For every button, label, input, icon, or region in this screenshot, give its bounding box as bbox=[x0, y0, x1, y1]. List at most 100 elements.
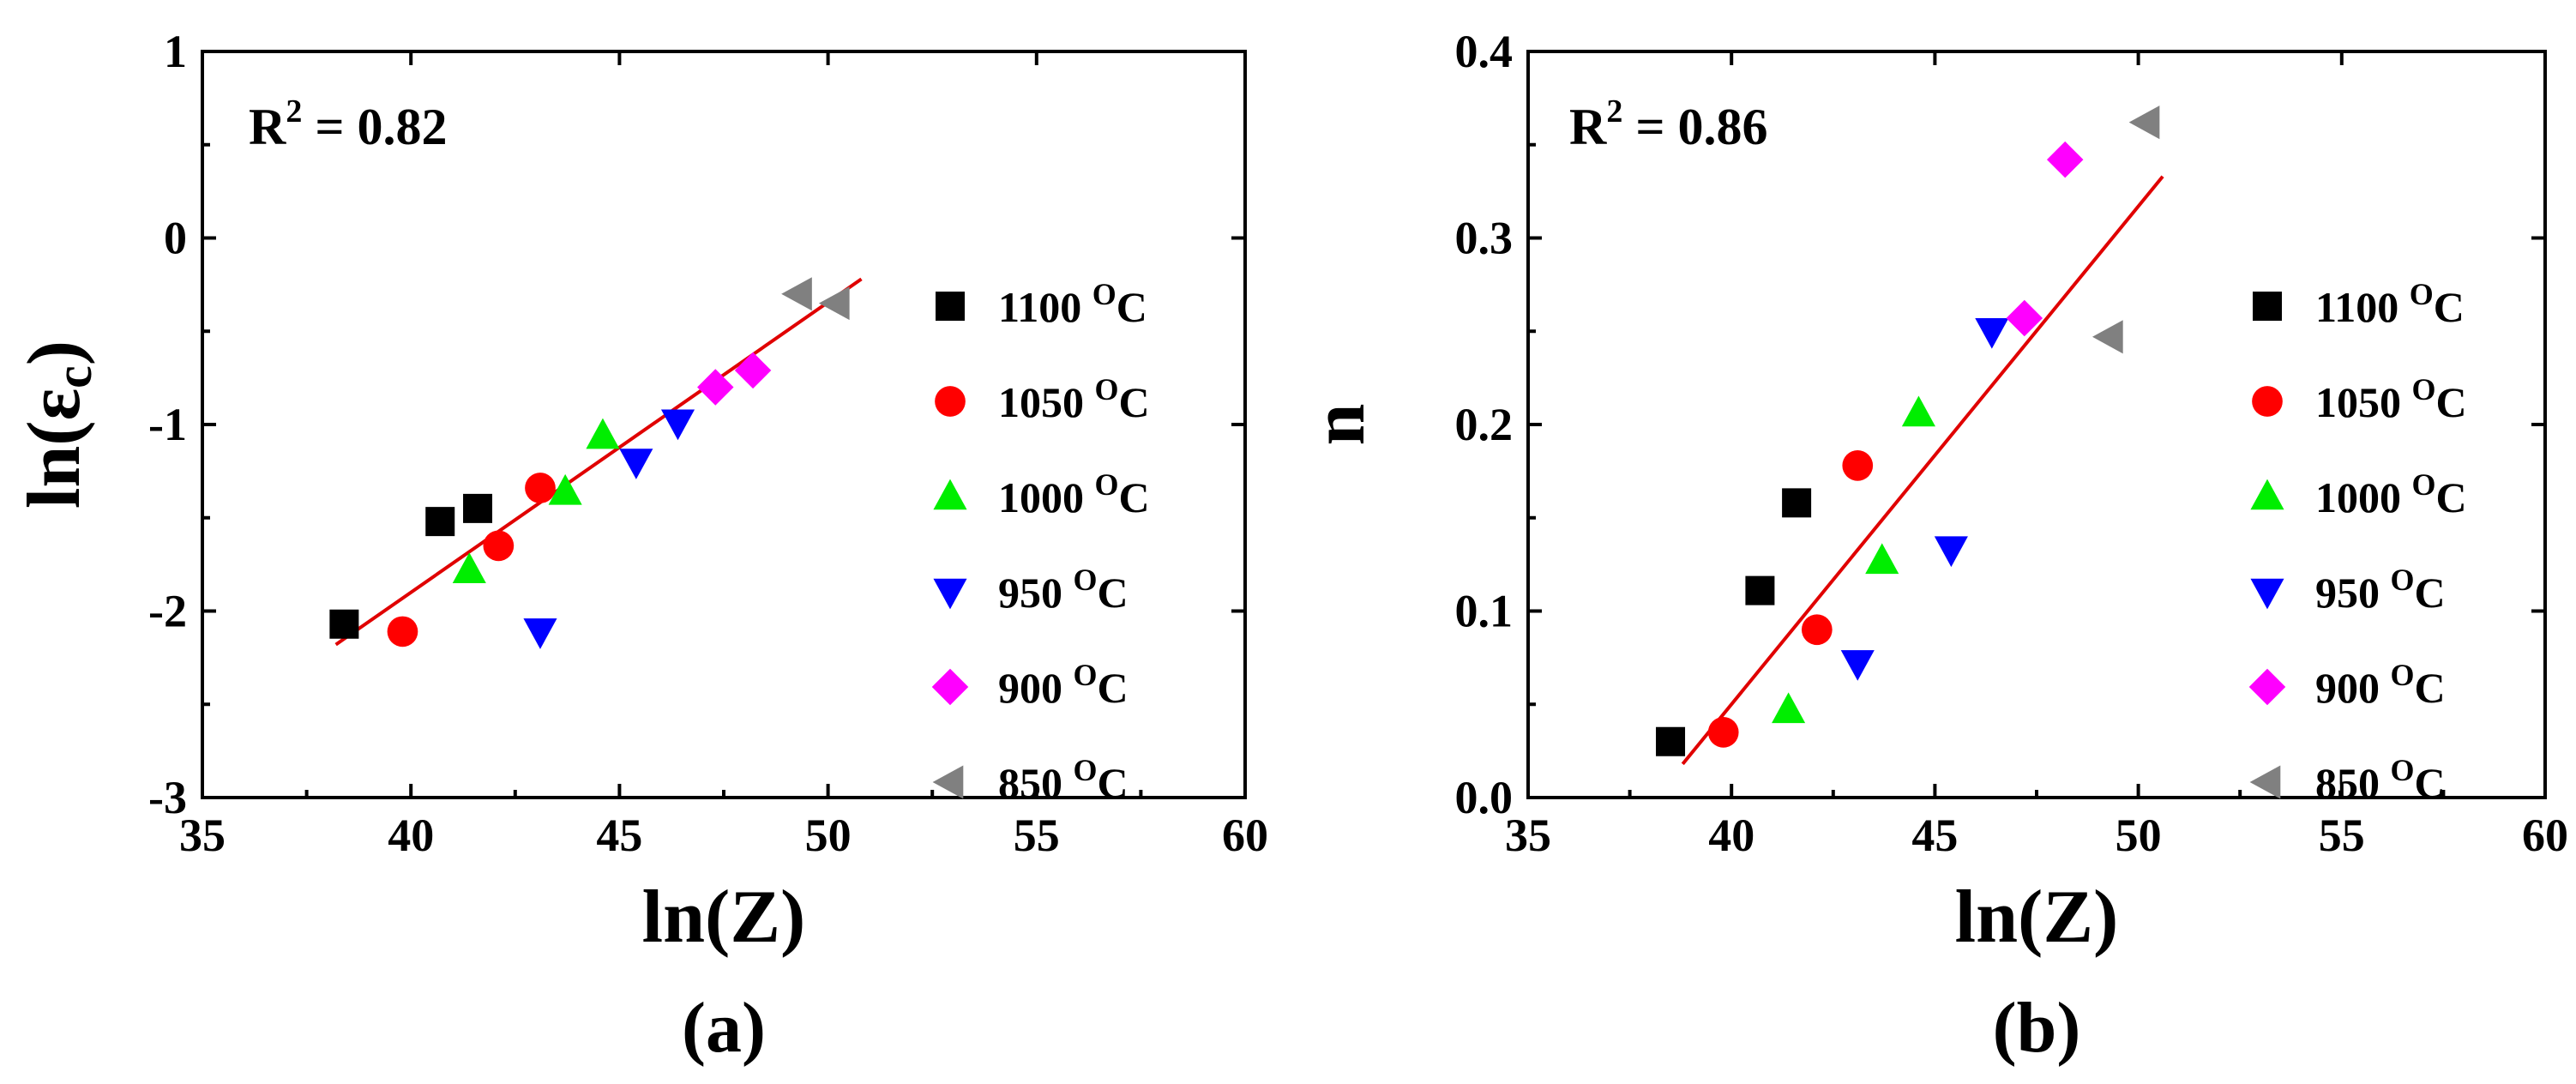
data-point-1050 bbox=[525, 473, 556, 503]
legend-name: 1050 bbox=[2315, 378, 2412, 426]
legend-label: 1100 OC bbox=[2315, 277, 2465, 331]
r2-annotation: R2 = 0.86 bbox=[1569, 93, 1768, 155]
data-point-1000 bbox=[586, 418, 620, 449]
y-tick-label: 0.3 bbox=[1455, 213, 1514, 264]
legend-unit-sup: O bbox=[1074, 753, 1098, 787]
legend-label: 950 OC bbox=[998, 563, 1129, 617]
legend-name: 900 bbox=[2315, 664, 2391, 712]
legend-unit-sup: O bbox=[1074, 563, 1098, 597]
x-tick-label: 50 bbox=[805, 810, 852, 861]
data-point-850 bbox=[818, 286, 850, 321]
legend-name: 950 bbox=[2315, 569, 2391, 617]
legend-unit-sup: O bbox=[1095, 372, 1119, 406]
legend-name: 850 bbox=[998, 759, 1074, 807]
legend-unit: C bbox=[1116, 283, 1147, 331]
legend-label: 1000 OC bbox=[998, 467, 1150, 521]
axis-ticks: 35 40 45 50 55 60 0.0 0.1 0.2 0.3 0.4 bbox=[1455, 26, 2569, 861]
legend-label: 850 OC bbox=[998, 753, 1129, 807]
data-point-1000 bbox=[1772, 692, 1806, 724]
data-point-1000 bbox=[548, 473, 582, 505]
legend-unit-sup: O bbox=[2391, 563, 2415, 597]
legend-unit: C bbox=[2415, 664, 2446, 712]
y-tick-label: 0.2 bbox=[1455, 399, 1514, 450]
legend-name: 1100 bbox=[998, 283, 1092, 331]
legend-marker-850 bbox=[2249, 765, 2281, 799]
data-point-950 bbox=[1840, 650, 1875, 681]
fit-line bbox=[1681, 175, 2164, 766]
x-axis-title: ln(Z) bbox=[1955, 876, 2119, 959]
x-tick-label: 40 bbox=[388, 810, 434, 861]
legend-name: 900 bbox=[998, 664, 1074, 712]
data-point-950 bbox=[1934, 536, 1968, 568]
legend-label: 1100 OC bbox=[998, 277, 1147, 331]
legend-marker-1000 bbox=[933, 479, 967, 510]
legend-unit-sup: O bbox=[1092, 277, 1116, 311]
y-tick-label: -2 bbox=[148, 586, 187, 637]
data-point-950 bbox=[523, 618, 557, 649]
legend-marker-850 bbox=[932, 765, 964, 799]
legend-unit: C bbox=[1098, 759, 1129, 807]
panel-caption: (a) bbox=[682, 988, 766, 1068]
legend-unit: C bbox=[2415, 569, 2446, 617]
axis-ticks: 35 40 45 50 55 60 -3 -2 -1 0 1 bbox=[148, 26, 1268, 861]
y-tick-label: 0.1 bbox=[1455, 586, 1514, 637]
data-point-900 bbox=[2046, 141, 2084, 178]
data-point-1100 bbox=[1782, 488, 1812, 518]
x-tick-label: 55 bbox=[2319, 810, 2365, 861]
legend-label: 950 OC bbox=[2315, 563, 2446, 617]
x-tick-label: 60 bbox=[1222, 810, 1268, 861]
panel-b: 35 40 45 50 55 600.00.10.20.30.4 1100 OC1050 … bbox=[1297, 26, 2568, 1068]
legend-unit: C bbox=[2436, 473, 2467, 521]
legend-label: 900 OC bbox=[2315, 658, 2446, 712]
legend-unit-sup: O bbox=[2391, 753, 2415, 787]
data-point-850 bbox=[781, 277, 812, 311]
data-point-1100 bbox=[1656, 726, 1686, 756]
panel-caption: (b) bbox=[1993, 988, 2081, 1068]
legend-name: 950 bbox=[998, 569, 1074, 617]
y-tick-label: 0.0 bbox=[1455, 772, 1514, 823]
data-point-850 bbox=[2091, 320, 2123, 354]
data-point-1100 bbox=[463, 493, 493, 523]
data-point-1100 bbox=[425, 507, 455, 537]
legend-label: 1050 OC bbox=[2315, 372, 2467, 426]
data-point-1000 bbox=[452, 552, 486, 583]
legend-unit: C bbox=[1119, 473, 1150, 521]
x-axis-title: ln(Z) bbox=[642, 876, 806, 959]
legend-unit: C bbox=[1098, 569, 1129, 617]
legend-unit: C bbox=[1098, 664, 1129, 712]
data-point-900 bbox=[734, 352, 772, 389]
data-point-1000 bbox=[1865, 543, 1899, 575]
legend-unit-sup: O bbox=[2412, 372, 2436, 406]
x-tick-label: 50 bbox=[2116, 810, 2162, 861]
y-axis-title: ln(εc) bbox=[13, 340, 102, 509]
data-point-950 bbox=[1975, 317, 2009, 349]
data-point-900 bbox=[697, 369, 734, 406]
x-tick-label: 45 bbox=[1911, 810, 1958, 861]
legend-unit-sup: O bbox=[1095, 467, 1119, 502]
data-point-1050 bbox=[483, 530, 515, 562]
legend-unit: C bbox=[2415, 759, 2446, 807]
legend-unit: C bbox=[2434, 283, 2465, 331]
fit-line-layer bbox=[1681, 175, 2164, 766]
legend-unit: C bbox=[2436, 378, 2467, 426]
data-point-1050 bbox=[387, 616, 418, 647]
y-axis-title: n bbox=[1297, 404, 1381, 446]
x-tick-label: 35 bbox=[179, 810, 226, 861]
legend-name: 1050 bbox=[998, 378, 1095, 426]
legend-marker-900 bbox=[931, 668, 969, 706]
legend-marker-1100 bbox=[2253, 292, 2282, 321]
data-point-1050 bbox=[1801, 614, 1833, 646]
legend-unit-sup: O bbox=[2410, 277, 2434, 311]
y-tick-label: -1 bbox=[148, 399, 187, 450]
data-point-900 bbox=[2006, 299, 2043, 337]
data-point-1000 bbox=[1901, 395, 1935, 427]
legend-marker-1100 bbox=[936, 292, 965, 321]
fit-line bbox=[334, 277, 863, 647]
legend-unit-sup: O bbox=[2412, 467, 2436, 502]
data-point-950 bbox=[619, 449, 653, 479]
y-tick-label: 0.4 bbox=[1455, 26, 1514, 77]
